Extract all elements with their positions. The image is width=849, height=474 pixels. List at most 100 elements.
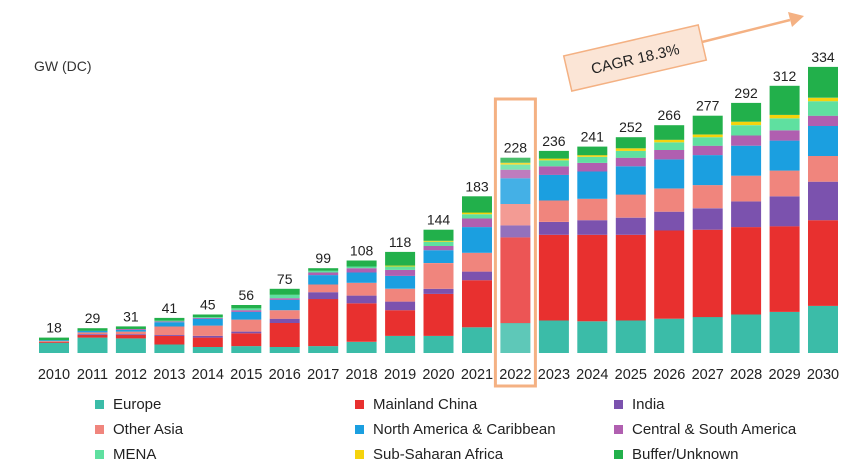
bar-segment-other-asia-2018: [346, 282, 377, 296]
bar-segment-central-south-america-2021: [462, 218, 492, 228]
bar-segment-buffer-unknown-2019: [385, 251, 416, 266]
bar-segment-buffer-unknown-2027: [692, 115, 723, 135]
legend-item-buffer-unknown: Buffer/Unknown: [614, 446, 738, 463]
bar-segment-india-2023: [538, 222, 569, 235]
total-label-2018: 108: [350, 243, 374, 259]
bar-segment-europe-2027: [692, 317, 723, 353]
bar-segment-india-2021: [462, 271, 492, 281]
legend-item-europe: Europe: [95, 396, 161, 413]
bar-segment-europe-2013: [154, 344, 185, 353]
bar-segment-sub-saharan-africa-2028: [731, 121, 762, 126]
bar-segment-buffer-unknown-2011: [77, 328, 108, 331]
bar-segment-europe-2019: [385, 335, 416, 353]
total-label-2024: 241: [581, 129, 605, 145]
bar-segment-mena-2025: [615, 150, 646, 158]
bar-segment-other-asia-2024: [577, 198, 608, 221]
bar-segment-north-america-caribbean-2024: [577, 171, 608, 199]
legend-label: Other Asia: [113, 421, 184, 438]
bar-segment-central-south-america-2020: [423, 245, 454, 251]
bar-segment-india-2026: [654, 211, 685, 231]
x-tick-label-2017: 2017: [307, 367, 339, 383]
bar-segment-other-asia-2012: [115, 331, 146, 335]
legend-swatch: [614, 400, 623, 409]
total-label-2017: 99: [315, 250, 331, 266]
bar-segment-other-asia-2026: [654, 188, 685, 212]
legend-swatch: [355, 425, 364, 434]
bar-segment-mainland-china-2018: [346, 303, 377, 342]
bar-segment-north-america-caribbean-2025: [615, 166, 646, 195]
bar-segment-north-america-caribbean-2027: [692, 155, 723, 186]
x-tick-label-2026: 2026: [653, 367, 685, 383]
total-label-2030: 334: [811, 49, 835, 65]
bar-segment-north-america-caribbean-2011: [77, 330, 108, 333]
bar-segment-mena-2023: [538, 160, 569, 167]
bar-segment-other-asia-2010: [39, 341, 69, 342]
bar-segment-europe-2029: [769, 311, 800, 353]
bar-segment-europe-2012: [115, 338, 146, 353]
legend-item-mena: MENA: [95, 446, 156, 463]
bar-segment-north-america-caribbean-2019: [385, 275, 416, 289]
bar-segment-other-asia-2016: [269, 310, 300, 319]
bar-segment-india-2020: [423, 288, 454, 294]
bar-segment-india-2014: [192, 335, 223, 338]
bar-segment-central-south-america-2012: [115, 329, 146, 330]
legend-label: Buffer/Unknown: [632, 446, 739, 463]
bar-segment-mainland-china-2021: [462, 280, 492, 328]
bar-segment-europe-2016: [269, 347, 300, 353]
bar-segment-mainland-china-2014: [192, 337, 223, 347]
total-label-2014: 45: [200, 297, 216, 313]
bar-segment-mena-2026: [654, 142, 685, 150]
bar-segment-north-america-caribbean-2016: [269, 299, 300, 311]
x-tick-label-2024: 2024: [576, 367, 608, 383]
bar-segment-north-america-caribbean-2018: [346, 272, 377, 283]
bar-segment-north-america-caribbean-2010: [39, 340, 69, 342]
bar-segment-mena-2018: [346, 266, 377, 269]
bar-segment-buffer-unknown-2017: [308, 268, 339, 271]
bar-segment-buffer-unknown-2015: [231, 305, 262, 309]
total-label-2011: 29: [85, 310, 101, 326]
x-tick-label-2023: 2023: [538, 367, 570, 383]
bar-segment-north-america-caribbean-2017: [308, 275, 339, 285]
bar-segment-india-2015: [231, 331, 262, 334]
bar-segment-buffer-unknown-2028: [731, 102, 762, 122]
bar-segment-central-south-america-2030: [808, 115, 838, 126]
bar-segment-north-america-caribbean-2014: [192, 318, 223, 326]
bar-segment-central-south-america-2024: [577, 162, 608, 172]
bar-segment-central-south-america-2015: [231, 310, 262, 312]
x-tick-label-2014: 2014: [192, 367, 224, 383]
legend-swatch: [614, 450, 623, 459]
bar-segment-central-south-america-2022: [500, 169, 531, 179]
bar-segment-other-asia-2014: [192, 325, 223, 336]
total-label-2025: 252: [619, 119, 643, 135]
bar-segment-central-south-america-2018: [346, 268, 377, 273]
bar-segment-buffer-unknown-2021: [462, 196, 492, 213]
bar-segment-other-asia-2023: [538, 200, 569, 222]
bar-segment-europe-2017: [308, 346, 339, 353]
bar-segment-europe-2023: [538, 320, 569, 353]
total-label-2016: 75: [277, 271, 293, 287]
total-label-2023: 236: [542, 133, 566, 149]
bar-segment-buffer-unknown-2020: [423, 229, 454, 241]
chart-legend: Europe Mainland China India Other Asia North…: [0, 394, 849, 474]
bar-segment-mainland-china-2029: [769, 226, 800, 312]
bar-segment-europe-2030: [808, 305, 838, 353]
total-label-2026: 266: [658, 107, 682, 123]
bar-segment-europe-2028: [731, 314, 762, 353]
bar-segment-india-2013: [154, 335, 185, 336]
bar-segment-north-america-caribbean-2021: [462, 227, 492, 253]
bar-segment-buffer-unknown-2023: [538, 150, 569, 159]
bar-segment-europe-2020: [423, 335, 454, 353]
bar-segment-mainland-china-2024: [577, 234, 608, 322]
x-tick-label-2016: 2016: [269, 367, 301, 383]
bar-segment-mena-2030: [808, 101, 838, 116]
bar-segment-europe-2022: [500, 323, 531, 353]
bar-segment-central-south-america-2014: [192, 317, 223, 319]
bar-segment-other-asia-2025: [615, 194, 646, 218]
bar-segment-mainland-china-2012: [115, 335, 146, 339]
bar-segment-europe-2026: [654, 318, 685, 353]
bar-segment-buffer-unknown-2012: [115, 326, 146, 329]
bar-segment-other-asia-2017: [308, 284, 339, 293]
x-tick-label-2013: 2013: [153, 367, 185, 383]
bar-segment-mena-2029: [769, 118, 800, 131]
bar-segment-mena-2020: [423, 241, 454, 246]
